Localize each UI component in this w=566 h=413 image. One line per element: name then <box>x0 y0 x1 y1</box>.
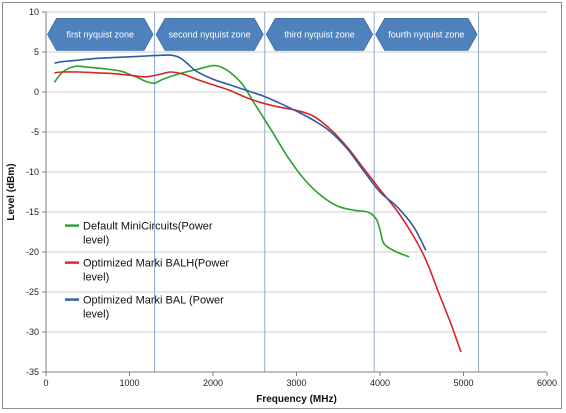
y-tick-label: -20 <box>26 247 39 257</box>
zone-label: third nyquist zone <box>284 29 355 39</box>
x-tick-label: 6000 <box>537 378 557 388</box>
legend: Default MiniCircuits(Power level) Optimize… <box>65 221 229 321</box>
y-tick-label: -15 <box>26 207 39 217</box>
series-line-3 <box>54 54 427 251</box>
x-tick-label: 2000 <box>203 378 223 388</box>
chart-frame <box>2 2 562 409</box>
zone-label: first nyquist zone <box>67 29 135 39</box>
zone-arrow <box>375 17 478 51</box>
y-tick-label: 5 <box>34 47 39 57</box>
x-tick-label: 1000 <box>119 378 139 388</box>
legend-label-2: level) <box>83 272 109 284</box>
legend-label-3: level) <box>83 309 109 321</box>
x-tick-label: 0 <box>43 378 48 388</box>
y-tick-label: -25 <box>26 287 39 297</box>
x-tick-label: 5000 <box>453 378 473 388</box>
y-tick-label: -30 <box>26 327 39 337</box>
zone-arrow <box>155 17 264 51</box>
x-axis-title: Frequency (MHz) <box>256 394 337 405</box>
zone-arrow <box>47 17 154 51</box>
x-tick-label: 3000 <box>286 378 306 388</box>
nyquist-zone-arrows: first nyquist zone second nyquist zone thi… <box>47 17 478 51</box>
axes: 10 5 0 -5 -10 -15 -20 -25 -30 -35 0 1000 2000 3000 400… <box>26 7 557 388</box>
legend-label-1: level) <box>83 235 109 247</box>
zone-boundaries <box>154 12 480 372</box>
x-tick-label: 4000 <box>370 378 390 388</box>
zone-label: second nyquist zone <box>169 29 251 39</box>
data-series <box>53 54 462 353</box>
y-axis-title: Level (dBm) <box>6 163 17 220</box>
legend-label-1: Default MiniCircuits(Power <box>83 221 213 233</box>
y-tick-label: -10 <box>26 167 39 177</box>
series-line-2 <box>54 71 462 353</box>
y-tick-label: 0 <box>34 87 39 97</box>
y-tick-label: 10 <box>29 7 39 17</box>
legend-label-2: Optimized Marki BALH(Power <box>83 258 229 270</box>
series-line-1 <box>53 64 410 258</box>
zone-label: fourth nyquist zone <box>388 29 464 39</box>
y-tick-label: -5 <box>31 127 39 137</box>
gridlines <box>46 11 547 373</box>
zone-arrow <box>265 17 374 51</box>
legend-label-3: Optimized Marki BAL (Power <box>83 295 224 307</box>
y-tick-label: -35 <box>26 367 39 377</box>
